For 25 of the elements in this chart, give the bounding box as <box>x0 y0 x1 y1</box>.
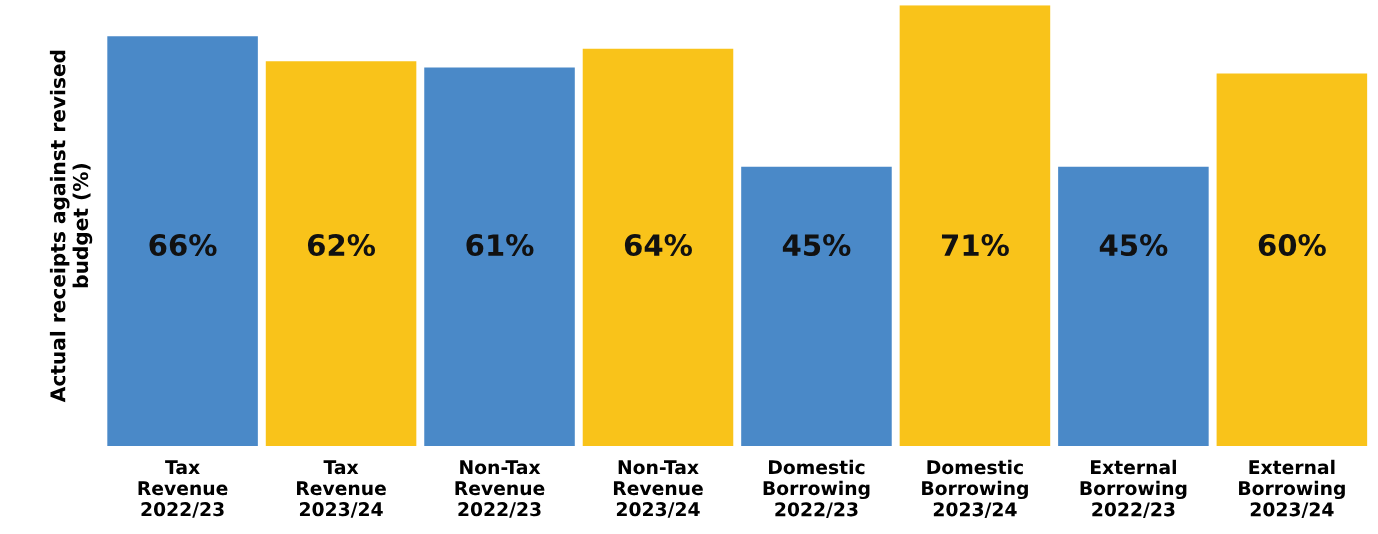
bar <box>1216 73 1368 446</box>
bar <box>107 36 258 446</box>
x-tick-label: Tax Revenue 2022/23 <box>138 460 228 518</box>
bar <box>899 5 1051 446</box>
bar <box>1058 166 1209 446</box>
x-tick-label: Non-Tax Revenue 2022/23 <box>455 460 545 518</box>
data-label: 66% <box>149 234 217 257</box>
data-label: 45% <box>782 234 851 257</box>
bar <box>265 61 417 446</box>
data-label: 61% <box>466 234 534 257</box>
bar <box>424 67 575 446</box>
data-label: 60% <box>1258 234 1326 257</box>
x-tick-label: Non-Tax Revenue 2023/24 <box>613 460 703 518</box>
data-label: 71% <box>941 234 1009 257</box>
x-tick-label: Domestic Borrowing 2022/23 <box>763 459 870 518</box>
bar <box>741 166 892 446</box>
y-axis-title: Actual receipts against revised budget (%) <box>49 50 93 403</box>
data-label: 64% <box>624 234 692 257</box>
x-tick-label: External Borrowing 2023/24 <box>1239 459 1345 518</box>
data-label: 45% <box>1099 234 1168 257</box>
x-tick-label: Domestic Borrowing 2023/24 <box>922 459 1028 518</box>
x-tick-label: Tax Revenue 2023/24 <box>297 460 386 518</box>
data-label: 62% <box>307 234 376 257</box>
x-tick-label: External Borrowing 2022/23 <box>1080 459 1187 518</box>
bar <box>582 48 734 446</box>
